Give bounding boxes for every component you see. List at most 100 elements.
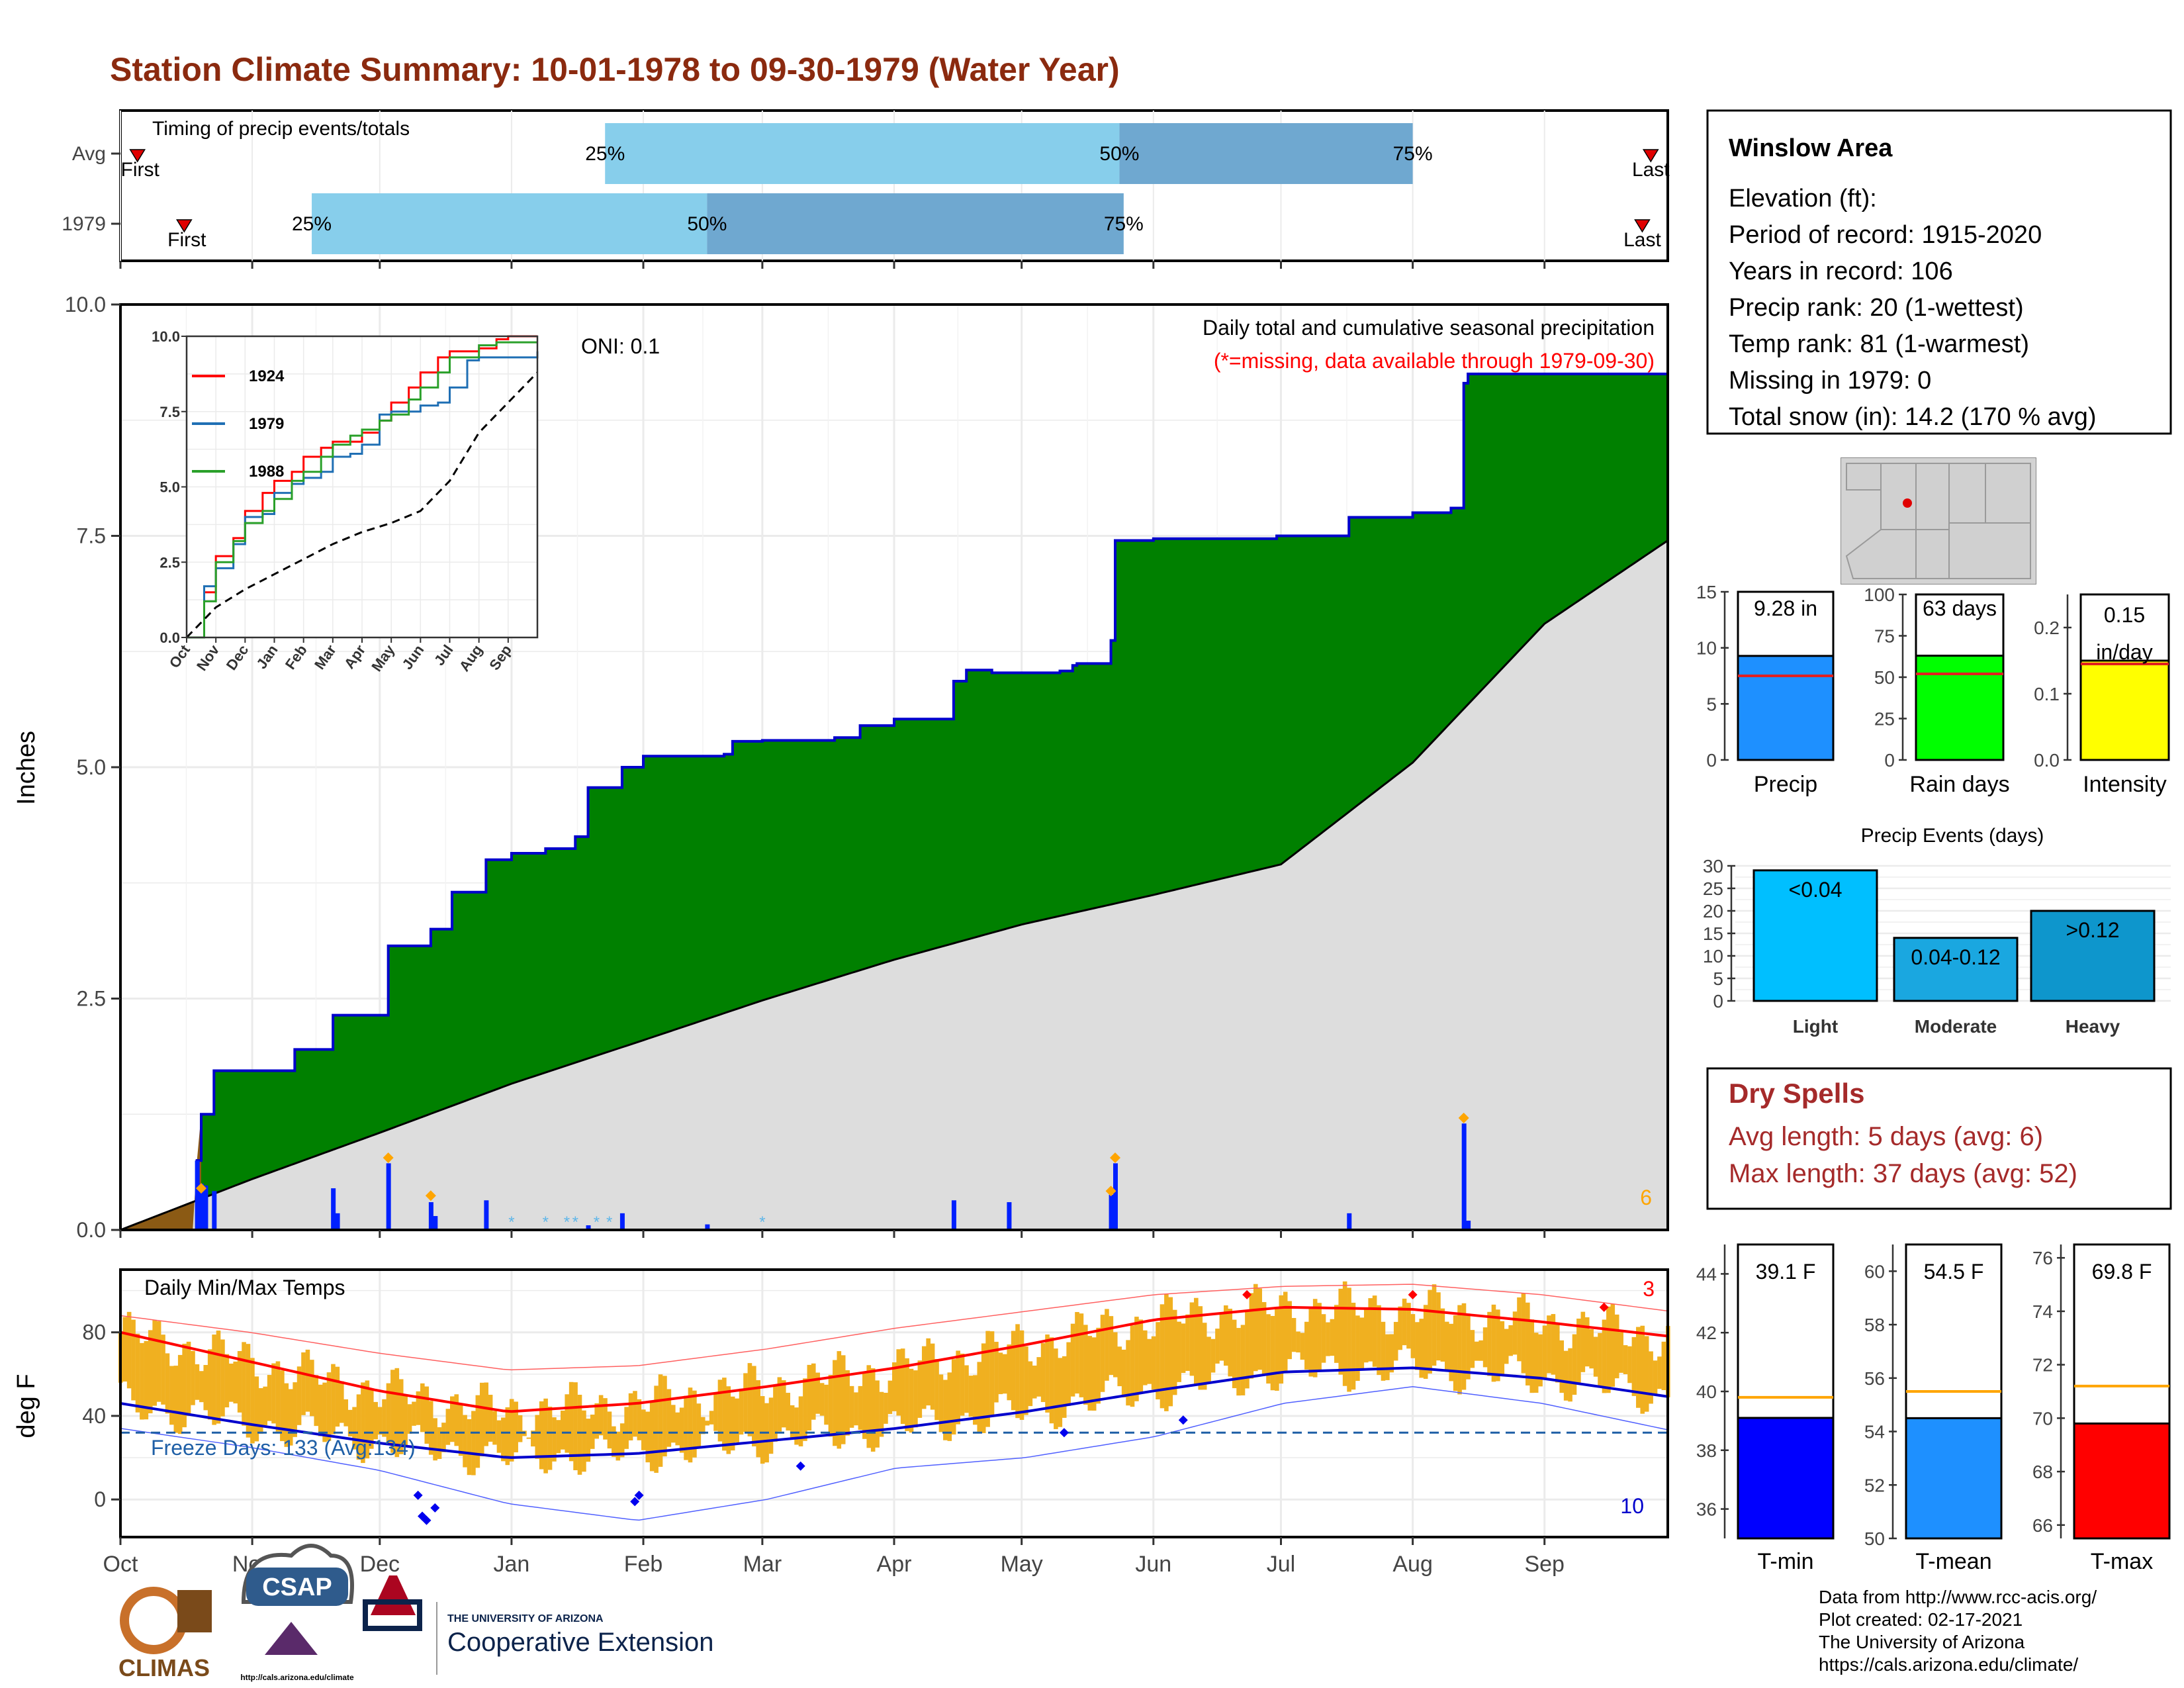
t_mean-y-tick-label: 60 bbox=[1864, 1261, 1885, 1282]
daily-temp-range-bar bbox=[547, 1407, 553, 1470]
daily-temp-range-bar bbox=[943, 1380, 948, 1440]
intensity-value: 0.15 bbox=[2104, 603, 2145, 627]
daily-temp-range-bar bbox=[131, 1319, 136, 1401]
t_mean-y-tick-label: 52 bbox=[1864, 1475, 1885, 1495]
timing-p75-label: 75% bbox=[1104, 213, 1144, 235]
normal-cumulative-area bbox=[120, 540, 1668, 1230]
timing-row-label: 1979 bbox=[62, 213, 106, 235]
daily-temp-range-bar bbox=[1040, 1343, 1046, 1402]
daily-temp-range-bar bbox=[1142, 1330, 1148, 1385]
daily-temp-range-bar bbox=[726, 1386, 731, 1454]
daily-temp-range-bar bbox=[1177, 1321, 1181, 1382]
daily-temp-range-bar bbox=[407, 1404, 412, 1434]
daily-temp-range-bar bbox=[1219, 1313, 1224, 1361]
daily-temp-range-bar bbox=[1631, 1336, 1637, 1396]
daily-temp-range-bar bbox=[220, 1339, 225, 1417]
timing-bar-50-75 bbox=[1119, 123, 1413, 184]
daily-temp-range-bar bbox=[1474, 1341, 1479, 1361]
daily-temp-range-bar bbox=[1589, 1329, 1594, 1369]
snow-marker: * bbox=[508, 1213, 514, 1231]
daily-temp-range-bar bbox=[156, 1321, 161, 1402]
daily-temp-range-bar bbox=[1075, 1312, 1079, 1394]
daily-temp-range-bar bbox=[1326, 1322, 1330, 1356]
timing-p50-label: 50% bbox=[687, 213, 727, 235]
daily-temp-range-bar bbox=[1249, 1293, 1254, 1379]
daily-temp-range-bar bbox=[369, 1389, 374, 1449]
daily-temp-range-bar bbox=[412, 1401, 416, 1426]
month-label: Feb bbox=[624, 1552, 663, 1577]
cumulative-deficit-area bbox=[120, 1114, 202, 1230]
record-high-marker bbox=[1242, 1289, 1252, 1299]
daily-temp-range-bar bbox=[479, 1382, 484, 1457]
daily-temp-range-bar bbox=[556, 1420, 561, 1454]
daily-temp-range-bar bbox=[998, 1352, 1003, 1395]
daily-temp-range-bar bbox=[1028, 1361, 1033, 1407]
precip_total-y-tick-label: 5 bbox=[1706, 694, 1717, 714]
daily-temp-range-bar bbox=[280, 1370, 285, 1442]
daily-temp-range-bar bbox=[1347, 1288, 1351, 1392]
daily-temp-range-bar bbox=[1304, 1321, 1309, 1370]
daily-temp-range-bar bbox=[1091, 1337, 1097, 1411]
daily-temp-range-bar bbox=[1351, 1302, 1356, 1390]
daily-temp-range-bar bbox=[849, 1385, 854, 1428]
precip-total-value: 9.28 in bbox=[1754, 596, 1817, 620]
daily-temp-range-bar bbox=[1555, 1324, 1560, 1383]
daily-temp-range-bar bbox=[458, 1403, 463, 1456]
heavy-event-marker bbox=[383, 1152, 394, 1163]
precip_total-bar bbox=[1737, 655, 1835, 761]
daily-temp-range-bar bbox=[624, 1407, 629, 1449]
daily-temp-range-bar bbox=[1172, 1309, 1177, 1395]
daily-temp-range-bar bbox=[1032, 1365, 1037, 1399]
daily-temp-range-bar bbox=[841, 1355, 846, 1444]
rain-days-value: 63 days bbox=[1923, 596, 1997, 620]
first-event-marker bbox=[129, 149, 146, 163]
daily-temp-range-bar bbox=[1045, 1334, 1050, 1413]
daily-temp-range-bar bbox=[569, 1382, 574, 1462]
daily-temp-range-bar bbox=[496, 1420, 502, 1453]
timing-p25-label: 25% bbox=[585, 143, 625, 165]
daily-temp-range-bar bbox=[1287, 1301, 1292, 1360]
daily-temp-range-bar bbox=[1627, 1346, 1632, 1383]
daily-temp-range-bar bbox=[768, 1397, 774, 1454]
record-low-marker bbox=[796, 1461, 805, 1471]
record-low-marker bbox=[1178, 1415, 1188, 1425]
daily-temp-range-bar bbox=[692, 1390, 697, 1458]
daily-temp-range-bar bbox=[1156, 1322, 1160, 1399]
daily-temp-range-bar bbox=[1015, 1324, 1020, 1419]
daily-temp-range-bar bbox=[743, 1373, 748, 1432]
t_min-category-label: T-min bbox=[1758, 1549, 1814, 1574]
daily-temp-range-bar bbox=[909, 1368, 914, 1433]
daily-temp-range-bar bbox=[1593, 1336, 1598, 1377]
daily-precip-bar bbox=[1007, 1202, 1012, 1230]
daily-temp-range-bar bbox=[203, 1365, 208, 1411]
daily-temp-range-bar bbox=[782, 1380, 786, 1428]
daily-temp-range-bar bbox=[177, 1354, 183, 1434]
daily-temp-range-bar bbox=[845, 1370, 850, 1436]
daily-temp-range-bar bbox=[1606, 1306, 1611, 1393]
daily-temp-range-bar bbox=[509, 1399, 514, 1462]
footer-line: Data from http://www.rcc-acis.org/ bbox=[1819, 1587, 2097, 1607]
daily-temp-range-bar bbox=[798, 1396, 803, 1446]
daily-temp-range-bar bbox=[819, 1383, 825, 1416]
daily-temp-range-bar bbox=[386, 1383, 391, 1444]
dry-spells-title: Dry Spells bbox=[1729, 1078, 1864, 1109]
daily-temp-range-bar bbox=[428, 1401, 433, 1455]
daily-temp-range-bar bbox=[1109, 1316, 1114, 1376]
record-low-marker bbox=[1059, 1428, 1069, 1438]
intensity-category-label: Intensity bbox=[2083, 772, 2167, 797]
daily-temp-range-bar bbox=[1482, 1327, 1488, 1368]
daily-temp-range-bar bbox=[994, 1342, 999, 1403]
daily-precip-bar bbox=[586, 1225, 591, 1230]
record-low-marker bbox=[422, 1515, 432, 1525]
ua-logo-main-text: Cooperative Extension bbox=[447, 1628, 713, 1657]
daily-temp-range-bar bbox=[343, 1399, 349, 1427]
tmin-value: 39.1 F bbox=[1756, 1260, 1816, 1284]
daily-temp-range-bar bbox=[786, 1393, 791, 1430]
station-info-line: Precip rank: 20 (1-wettest) bbox=[1729, 294, 2024, 322]
daily-temp-range-bar bbox=[1428, 1289, 1432, 1374]
daily-temp-range-bar bbox=[675, 1412, 680, 1446]
snow-marker: * bbox=[594, 1213, 600, 1231]
daily-temp-range-bar bbox=[1194, 1297, 1199, 1384]
daily-temp-range-bar bbox=[1066, 1342, 1071, 1406]
daily-temp-range-bar bbox=[807, 1364, 812, 1430]
